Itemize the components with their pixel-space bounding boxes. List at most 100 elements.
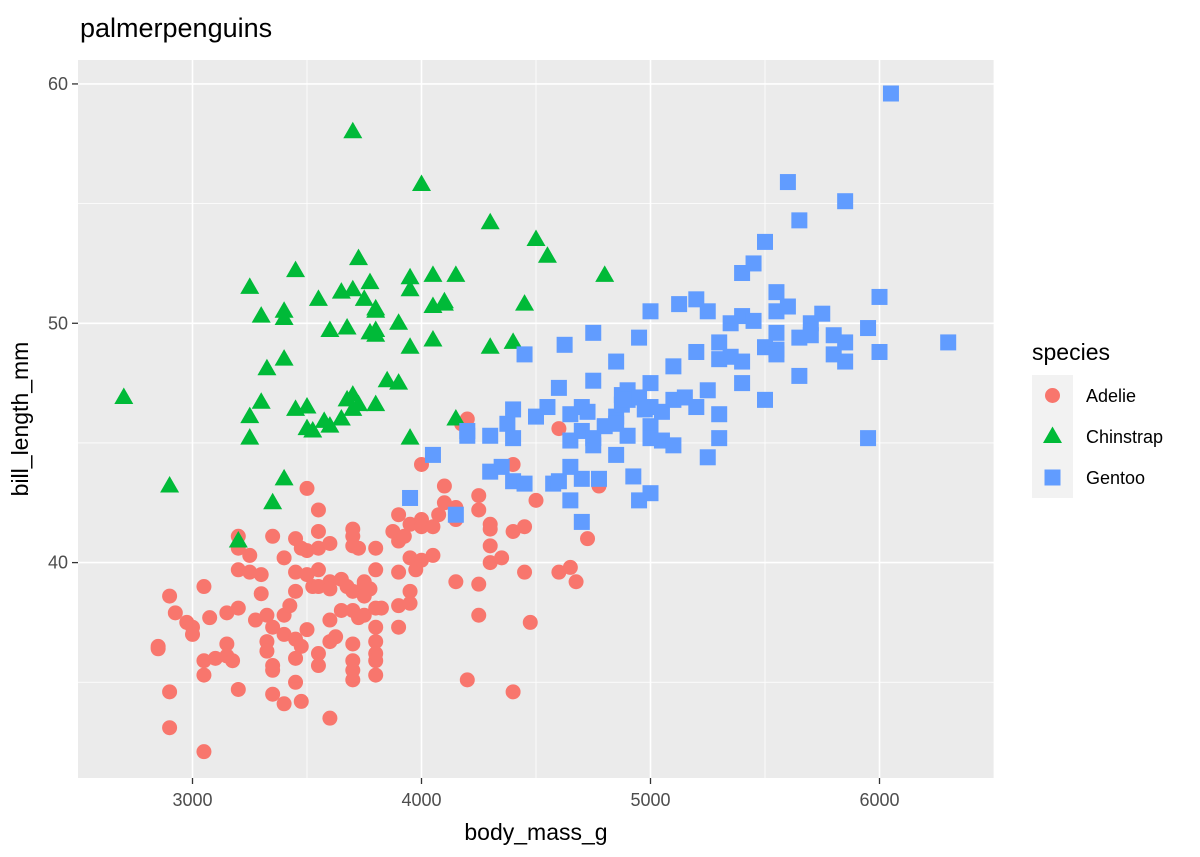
x-tick-labels: 3000 4000 5000 6000 [172,790,899,810]
point-adelie [471,502,487,518]
point-gentoo [579,403,596,420]
point-chinstrap [366,394,386,412]
y-axis-title: bill_length_mm [7,342,33,497]
point-chinstrap [263,492,283,510]
point-adelie [259,643,275,659]
point-gentoo [585,324,602,341]
point-adelie [310,523,326,539]
point-adelie [265,662,281,678]
point-adelie [396,528,412,544]
point-adelie [402,516,418,532]
point-chinstrap [286,260,306,278]
point-adelie [425,547,441,563]
legend: species Adelie Chinstrap Gentoo [1032,339,1163,498]
point-chinstrap [320,320,340,337]
point-chinstrap [331,409,351,426]
point-adelie [310,540,326,556]
point-chinstrap [274,308,294,325]
x-tick-label: 6000 [859,790,899,810]
point-adelie [482,555,498,571]
point-adelie [242,564,258,580]
point-gentoo [665,358,682,375]
point-adelie [356,607,372,623]
point-adelie [562,559,578,575]
point-adelie [471,576,487,592]
point-chinstrap [349,248,369,266]
point-adelie [505,684,521,700]
point-adelie [299,480,315,496]
point-gentoo [493,458,510,475]
point-adelie [162,588,178,604]
point-adelie [150,641,166,657]
point-chinstrap [228,531,248,548]
point-adelie [247,612,263,628]
point-adelie [402,550,418,566]
point-adelie [391,564,407,580]
point-gentoo [711,406,728,423]
point-adelie [322,535,338,551]
point-gentoo [779,174,796,191]
point-adelie [207,650,223,666]
point-gentoo [402,489,419,506]
point-adelie [517,564,533,580]
point-adelie [322,612,338,628]
point-gentoo [699,449,716,466]
point-gentoo [940,334,957,351]
y-tick-label: 60 [48,74,68,94]
point-chinstrap [240,428,260,445]
point-adelie [310,658,326,674]
point-gentoo [734,353,751,370]
point-adelie [276,626,292,642]
point-adelie [436,495,452,511]
point-adelie [517,519,533,535]
point-adelie [276,696,292,712]
point-chinstrap [257,358,277,376]
point-adelie [265,528,281,544]
point-gentoo [768,346,785,363]
y-tick-labels: 40 50 60 [48,74,68,573]
point-gentoo [688,399,705,416]
point-adelie [196,579,212,595]
point-adelie [299,543,315,559]
point-gentoo [871,288,888,305]
point-chinstrap [480,337,500,354]
point-chinstrap [537,246,557,263]
point-gentoo [516,346,533,363]
point-gentoo [699,382,716,399]
point-adelie [253,567,269,583]
point-adelie [276,550,292,566]
point-adelie [253,586,269,602]
legend-label-adelie: Adelie [1086,386,1136,406]
point-chinstrap [308,289,328,306]
point-adelie [362,581,378,597]
point-chinstrap [297,397,317,414]
point-chinstrap [354,289,374,306]
point-gentoo [642,485,659,502]
point-gentoo [871,343,888,360]
point-chinstrap [400,279,420,297]
point-gentoo [671,296,688,313]
point-adelie [282,598,298,614]
point-chinstrap [400,267,420,285]
point-adelie [167,605,183,621]
point-adelie [551,421,567,437]
legend-key-gentoo [1044,469,1061,486]
point-adelie [230,600,246,616]
x-axis-title: body_mass_g [464,819,607,845]
x-tick-label: 3000 [172,790,212,810]
point-gentoo [745,255,762,272]
point-chinstrap [343,279,363,297]
series-gentoo [402,85,957,530]
point-chinstrap [160,476,180,493]
point-adelie [288,674,304,690]
point-gentoo [837,193,854,210]
point-adelie [185,626,200,642]
point-adelie [459,672,475,688]
point-adelie [299,567,315,583]
point-chinstrap [251,306,271,323]
point-adelie [402,583,418,599]
point-adelie [494,550,510,566]
point-adelie [431,507,447,523]
point-chinstrap [503,332,523,349]
